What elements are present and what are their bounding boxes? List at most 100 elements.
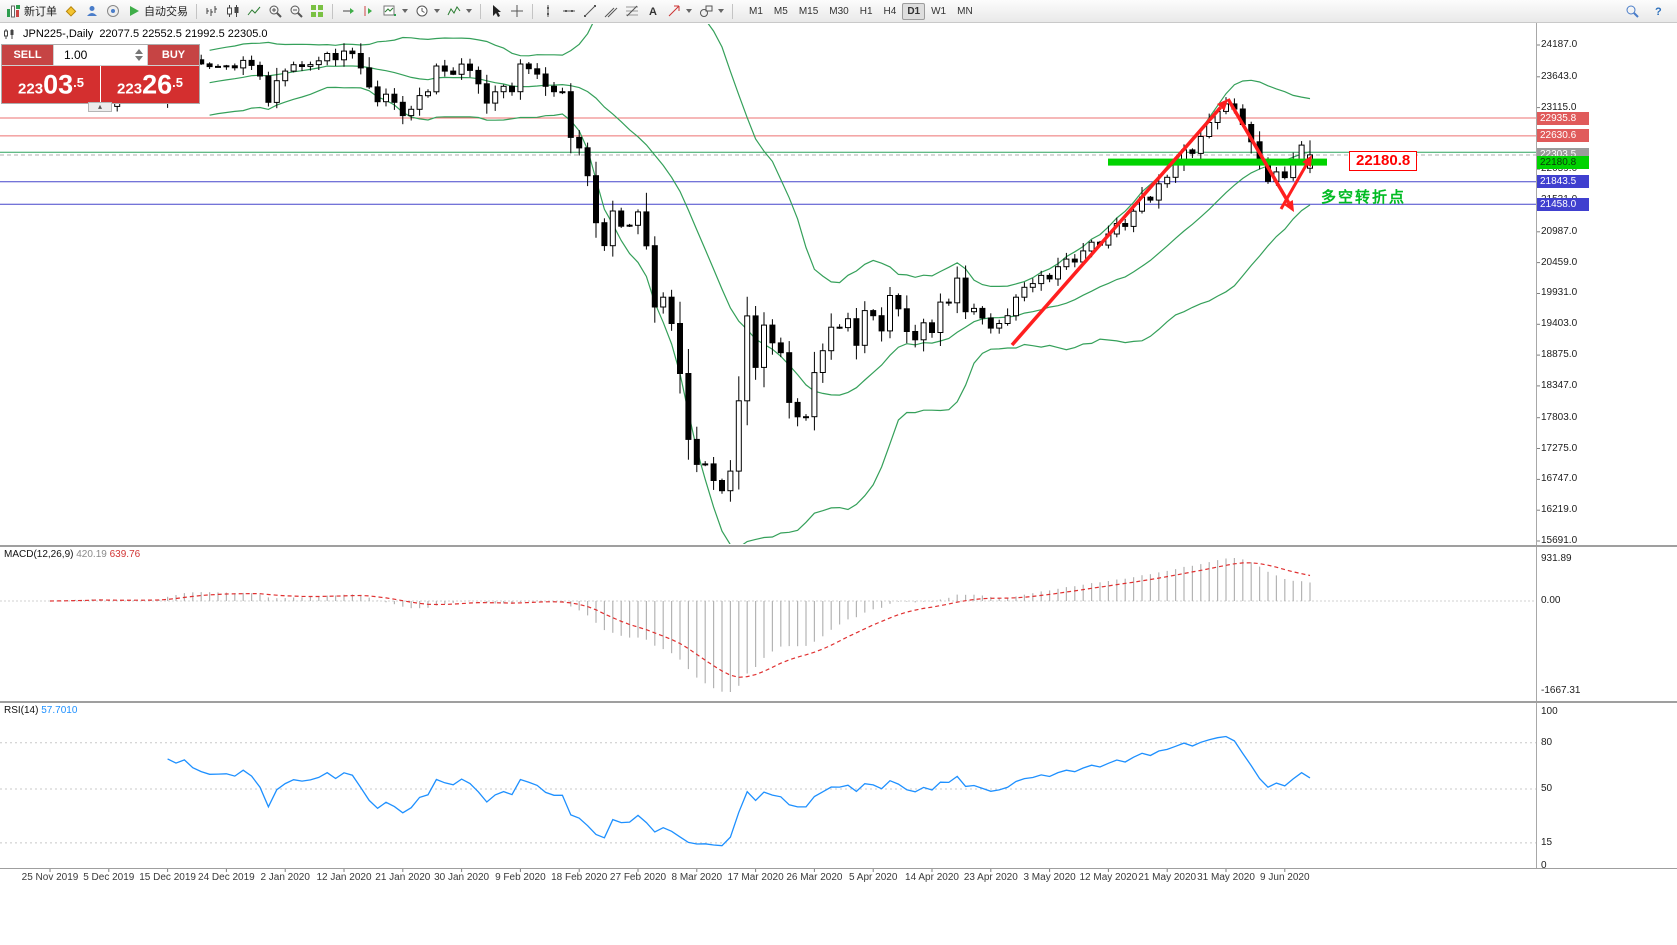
channel-button[interactable]	[601, 2, 621, 21]
market-watch-button[interactable]	[103, 2, 123, 21]
sell-price[interactable]: 22303.5	[2, 66, 100, 103]
fibonacci-button[interactable]	[622, 2, 642, 21]
time-axis-label: 3 May 2020	[1023, 872, 1076, 883]
sell-button[interactable]: SELL	[2, 45, 53, 65]
rsi-indicator-label: RSI(14) 57.7010	[4, 705, 77, 716]
help-button[interactable]: ?	[1648, 2, 1668, 21]
horizontal-level-lines[interactable]	[0, 117, 1536, 205]
price-axis-tick: 17803.0	[1541, 411, 1578, 423]
timeframe-button-m5[interactable]: M5	[773, 5, 788, 17]
clock-icon	[416, 5, 428, 17]
sell-price-frac: .5	[73, 75, 84, 90]
arrows-button[interactable]	[664, 2, 695, 21]
timeframe-button-w1[interactable]: W1	[931, 5, 947, 17]
time-axis-label: 15 Dec 2019	[139, 872, 196, 883]
price-axis-border	[1536, 23, 1537, 868]
timeframe-button-m30[interactable]: M30	[829, 5, 849, 17]
spinner-down-icon[interactable]	[135, 56, 143, 61]
candlestick-chart-button[interactable]	[223, 2, 243, 21]
crosshair-button[interactable]	[507, 2, 527, 21]
zoom-out-button[interactable]	[286, 2, 306, 21]
toolbar-right-group: ?	[1622, 2, 1674, 21]
text-button[interactable]: A	[643, 2, 663, 21]
timeframe-button-m1[interactable]: M1	[749, 5, 763, 17]
toolbar-separator	[532, 3, 533, 19]
timeframe-button-m15[interactable]: M15	[798, 5, 819, 17]
buy-button[interactable]: BUY	[148, 45, 199, 65]
price-axis-tick: 24187.0	[1541, 39, 1578, 50]
autotrading-button[interactable]: 自动交易	[124, 2, 191, 21]
buy-price-prefix: 223	[117, 80, 143, 98]
vertical-line-button[interactable]	[538, 2, 558, 21]
rsi-axis-label: 100	[1541, 706, 1558, 717]
text-icon: A	[649, 6, 657, 18]
volume-spinner[interactable]	[135, 49, 143, 61]
rsi-axis-label: 50	[1541, 783, 1553, 794]
dropdown-caret	[718, 9, 724, 13]
indicators-button[interactable]	[444, 2, 475, 21]
time-axis-label: 27 Feb 2020	[609, 872, 667, 883]
new-chart-button[interactable]	[380, 2, 411, 21]
time-axis-label: 21 May 2020	[1138, 872, 1197, 883]
help-icon: ?	[1655, 6, 1662, 18]
profile-button[interactable]	[82, 2, 102, 21]
time-axis-label: 26 Mar 2020	[786, 872, 843, 883]
timeframe-button-mn[interactable]: MN	[957, 5, 973, 17]
trade-panel-collapse-button[interactable]: ▴	[88, 102, 112, 112]
auto-scroll-icon	[343, 8, 354, 14]
crosshair-icon	[511, 5, 523, 17]
zoom-in-button[interactable]	[265, 2, 285, 21]
horizontal-line-icon	[563, 10, 575, 12]
macd-axis-label: -1667.31	[1541, 685, 1581, 696]
timeframe-button-h1[interactable]: H1	[859, 5, 873, 17]
macd-signal-line	[49, 562, 1311, 678]
time-axis-label: 31 May 2020	[1197, 872, 1255, 883]
cursor-button[interactable]	[486, 2, 506, 21]
line-chart-button[interactable]	[244, 2, 264, 21]
volume-input[interactable]: 1.00	[53, 45, 148, 65]
rsi-value: 57.7010	[41, 705, 78, 716]
support-zone-bar[interactable]	[1108, 158, 1327, 166]
metaeditor-icon	[65, 6, 77, 17]
search-button[interactable]	[1622, 2, 1642, 21]
chart-shift-button[interactable]	[359, 2, 379, 21]
trendline-button[interactable]	[580, 2, 600, 21]
macd-axis-label: 0.00	[1541, 595, 1561, 606]
tile-windows-button[interactable]	[307, 2, 327, 21]
arrow-tool-icon	[668, 5, 680, 17]
rsi-level-lines	[0, 742, 1536, 844]
bar-chart-button[interactable]	[202, 2, 222, 21]
timeframe-button-h4[interactable]: H4	[883, 5, 897, 17]
support-price-label[interactable]: 22180.8	[1349, 151, 1418, 171]
price-axis-tick: 22059.0	[1541, 163, 1578, 175]
dropdown-caret	[686, 9, 692, 13]
bollinger-bands	[209, 24, 1311, 544]
turning-point-note[interactable]: 多空转折点	[1321, 189, 1407, 206]
chart-shift-icon	[364, 6, 372, 16]
new-order-button[interactable]: 新订单	[3, 2, 60, 21]
shapes-button[interactable]	[696, 2, 727, 21]
periods-button[interactable]	[412, 2, 443, 21]
price-line-badge: 22630.6	[1537, 129, 1589, 143]
auto-scroll-button[interactable]	[338, 2, 358, 21]
macd-indicator-label: MACD(12,26,9) 420.19 639.76	[4, 549, 140, 560]
time-axis-label: 24 Dec 2019	[198, 872, 255, 883]
panel-separator-rsi[interactable]	[0, 701, 1677, 703]
panel-separator-macd[interactable]	[0, 545, 1677, 547]
price-axis-tick: 20987.0	[1541, 225, 1578, 237]
cursor-icon	[493, 5, 501, 17]
trend-arrows[interactable]	[1010, 98, 1312, 347]
time-axis-label: 8 Mar 2020	[671, 872, 723, 883]
buy-price[interactable]: 22326.5	[101, 66, 199, 103]
spinner-up-icon[interactable]	[135, 49, 143, 54]
timeframe-button-d1[interactable]: D1	[902, 2, 926, 20]
price-line-badge: 21458.0	[1537, 197, 1589, 211]
metaeditor-button[interactable]	[61, 2, 81, 21]
time-axis-label: 21 Jan 2020	[375, 872, 431, 883]
dropdown-caret	[466, 9, 472, 13]
trendline-icon	[584, 5, 596, 17]
price-line-badge: 22180.8	[1537, 155, 1589, 169]
macd-main-value: 420.19	[76, 549, 107, 560]
price-axis-tick: 16219.0	[1541, 504, 1578, 516]
horizontal-line-button[interactable]	[559, 2, 579, 21]
